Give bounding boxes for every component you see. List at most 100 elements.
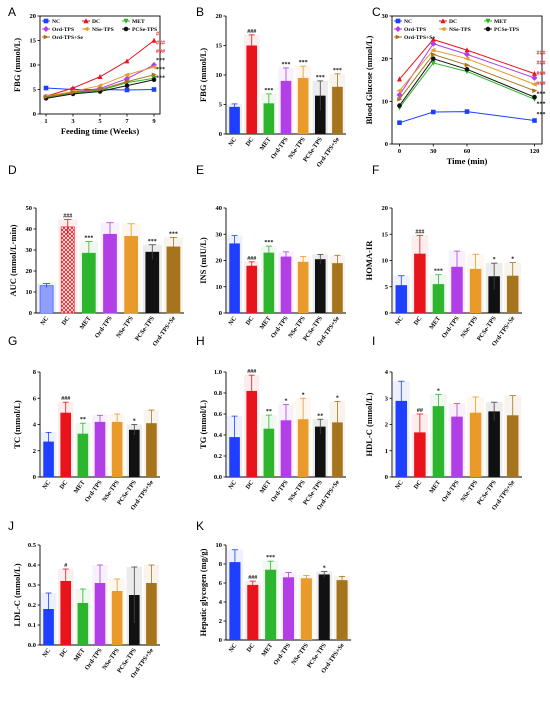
- bar: [60, 226, 75, 314]
- significance-label: *: [133, 419, 136, 425]
- legend-label: NSe-TPS: [449, 27, 471, 33]
- bar: [263, 103, 275, 134]
- data-point: [396, 76, 403, 82]
- panel-e-y-axis-label: INS (mIU/L): [198, 237, 208, 284]
- category-label: DC: [58, 479, 69, 491]
- y-tick-label: 30: [26, 247, 33, 254]
- category-label: DC: [58, 647, 69, 659]
- bar: [395, 400, 408, 477]
- y-tick-label: 0.0: [214, 474, 222, 481]
- panel-g-y-axis-label: TC (mmol/L): [12, 400, 22, 449]
- bar: [432, 284, 445, 313]
- y-tick-label: 30: [216, 231, 223, 238]
- legend-label: Ord-TPS+Se: [52, 35, 83, 41]
- y-tick-label: 4: [33, 422, 37, 429]
- bar: [414, 432, 426, 477]
- panel-f-y-axis-label: HOMA-IR: [364, 240, 374, 281]
- series-line-pcse-tps: [399, 58, 535, 106]
- significance-label: ***: [316, 75, 325, 81]
- data-point: [395, 26, 401, 32]
- significance-label: ***: [537, 102, 546, 108]
- significance-label: **: [266, 409, 272, 415]
- bar: [145, 251, 160, 314]
- bar: [469, 412, 482, 477]
- y-tick-label: 20: [30, 13, 37, 20]
- panel-i-y-axis-label: HDL-C (mmol/L): [364, 392, 374, 456]
- data-point: [70, 90, 76, 95]
- panel-label-e: E: [196, 163, 204, 177]
- bar: [297, 261, 309, 313]
- significance-label: #: [156, 32, 159, 38]
- bar: [332, 422, 343, 477]
- y-tick-label: 10: [216, 284, 223, 291]
- y-tick-label: 40: [26, 226, 33, 233]
- significance-label: ***: [333, 68, 342, 74]
- bar: [280, 420, 292, 477]
- category-label: DC: [244, 479, 255, 491]
- significance-label: *: [323, 566, 326, 572]
- y-tick-label: 10: [30, 62, 37, 69]
- y-tick-label: 0.2: [214, 453, 222, 460]
- significance-label: ***: [84, 236, 93, 242]
- category-label: DC: [244, 136, 255, 148]
- category-label: NSe-TPS: [459, 479, 479, 503]
- bar: [246, 265, 258, 313]
- legend-label: NC: [404, 19, 412, 25]
- bar: [60, 412, 72, 477]
- y-tick-label: 0: [385, 474, 388, 481]
- data-point: [532, 118, 537, 123]
- legend-label: Ord-TPS: [404, 27, 426, 33]
- data-point: [430, 109, 436, 115]
- category-label: Ord-TPS: [441, 479, 461, 504]
- x-tick-label: 0: [398, 148, 401, 155]
- bar: [43, 441, 54, 477]
- bar: [506, 275, 519, 313]
- bar: [229, 106, 240, 134]
- data-point: [123, 26, 129, 32]
- data-point: [440, 26, 446, 32]
- x-tick-label: 120: [530, 148, 540, 155]
- bar: [146, 583, 157, 645]
- y-tick-label: 0: [219, 310, 222, 317]
- y-tick-label: 0.6: [214, 411, 223, 418]
- data-point: [151, 37, 157, 43]
- panel-f: F 0 5 10 15 20 HOMA-IR NC ### DC *** METOrd-TPSNSe-…: [364, 163, 522, 348]
- panel-label-h: H: [196, 334, 205, 348]
- bar: [332, 86, 343, 134]
- significance-label: ***: [264, 240, 273, 246]
- data-point: [97, 83, 103, 88]
- data-point: [43, 26, 49, 32]
- bar: [77, 433, 89, 477]
- significance-label: ***: [266, 555, 275, 561]
- panel-d: D 0 10 20 30 40 50 AUC (mmol/L·min) NC ### DC *** ME…: [8, 163, 184, 348]
- data-point: [430, 52, 437, 57]
- significance-label: ###: [247, 256, 256, 262]
- bar: [94, 583, 106, 645]
- data-point: [97, 74, 103, 80]
- data-point: [151, 87, 157, 92]
- data-point: [397, 103, 402, 108]
- y-tick-label: 6: [33, 395, 37, 402]
- panel-label-f: F: [372, 163, 379, 177]
- bar: [282, 577, 295, 640]
- category-label: NC: [39, 315, 50, 327]
- significance-label: ###: [156, 40, 165, 46]
- panel-c-y-axis-label: Blood Glucose (mmol/L): [364, 35, 374, 124]
- y-tick-label: 0: [385, 310, 388, 317]
- significance-label: ###: [415, 229, 424, 235]
- legend-label: MET: [494, 19, 507, 25]
- category-label: NC: [41, 479, 52, 491]
- series-line-nse-tps: [399, 49, 535, 91]
- data-point: [124, 72, 130, 78]
- data-point: [43, 94, 49, 100]
- significance-label: ###: [537, 61, 546, 67]
- data-point: [124, 79, 130, 84]
- panel-label-c: C: [372, 5, 381, 19]
- bar: [469, 268, 482, 313]
- x-tick-label: 5: [98, 118, 102, 125]
- data-point: [151, 64, 157, 70]
- bar: [300, 578, 312, 640]
- legend-label: PCSe-TPS: [494, 27, 519, 33]
